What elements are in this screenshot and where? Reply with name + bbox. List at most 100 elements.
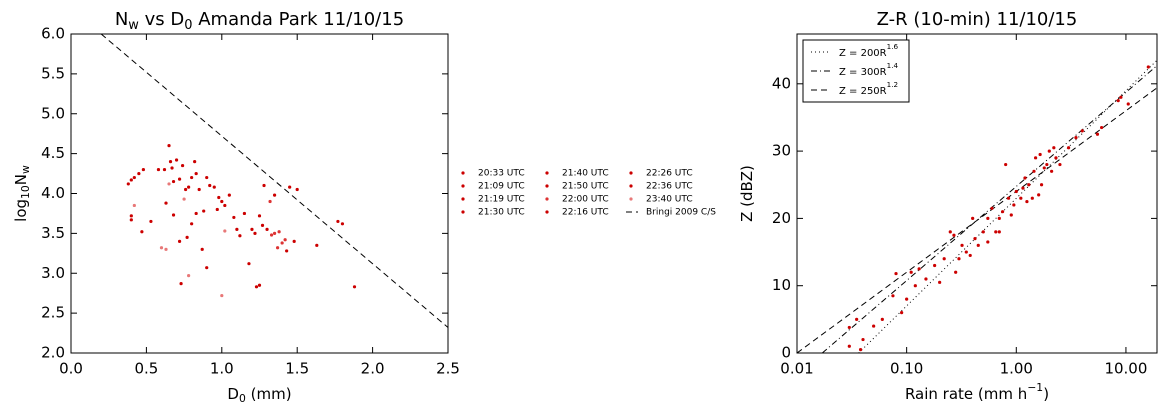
point bbox=[190, 175, 194, 180]
point bbox=[957, 257, 961, 261]
point bbox=[924, 277, 928, 281]
point bbox=[280, 241, 284, 245]
point bbox=[295, 187, 299, 192]
x-tick-label: 0.01 bbox=[780, 360, 813, 378]
line bbox=[797, 87, 1157, 353]
point bbox=[948, 230, 952, 234]
point bbox=[1116, 99, 1120, 103]
point bbox=[1032, 169, 1036, 173]
point bbox=[177, 177, 182, 181]
point bbox=[1006, 196, 1011, 200]
x-axis-label-part: ) bbox=[1043, 385, 1049, 403]
axes-frame bbox=[796, 33, 1158, 354]
point bbox=[257, 214, 262, 218]
point bbox=[187, 274, 191, 278]
x-tick-label: 1.0 bbox=[210, 360, 234, 378]
point bbox=[257, 283, 262, 287]
point bbox=[1038, 152, 1042, 157]
point bbox=[913, 284, 917, 288]
point bbox=[164, 247, 168, 251]
point bbox=[164, 201, 168, 205]
legend-label: 22:26 UTC bbox=[646, 169, 693, 179]
point bbox=[238, 234, 242, 238]
point bbox=[315, 243, 319, 247]
point bbox=[190, 222, 194, 226]
point bbox=[952, 233, 956, 237]
point bbox=[272, 231, 277, 235]
legend-label: Z = 200R1.6 bbox=[839, 42, 898, 59]
y-tick-label: 6.0 bbox=[41, 25, 65, 43]
y-tick-label: 0 bbox=[781, 344, 791, 362]
point bbox=[1004, 162, 1008, 167]
x-axis-label-part: Rain rate (mm h bbox=[905, 385, 1027, 403]
y-axis-label-part: Z (dBZ) bbox=[738, 165, 756, 222]
point bbox=[990, 206, 994, 210]
point bbox=[917, 267, 921, 271]
x-axis-label-part: 0 bbox=[239, 392, 246, 405]
point bbox=[132, 175, 136, 180]
line bbox=[100, 34, 448, 328]
x-tick-label: 1.5 bbox=[285, 360, 309, 378]
point bbox=[220, 293, 224, 298]
point bbox=[208, 183, 212, 188]
y-tick-label: 4.5 bbox=[41, 144, 65, 162]
point bbox=[994, 230, 998, 234]
point bbox=[205, 266, 209, 270]
point bbox=[193, 160, 197, 164]
point bbox=[933, 263, 937, 268]
point bbox=[159, 246, 164, 250]
point bbox=[205, 175, 209, 180]
legend-label-part: 1.2 bbox=[887, 80, 898, 89]
point bbox=[986, 216, 990, 221]
point bbox=[976, 243, 980, 247]
point bbox=[340, 222, 345, 226]
point bbox=[1050, 169, 1054, 173]
legend-label-part: Z = 250R bbox=[839, 86, 887, 97]
point bbox=[215, 207, 219, 212]
point bbox=[960, 243, 964, 247]
x-tick-label: 2.5 bbox=[436, 360, 460, 378]
point bbox=[858, 348, 863, 352]
point bbox=[285, 249, 289, 253]
point bbox=[171, 213, 176, 217]
point bbox=[269, 233, 274, 237]
point bbox=[247, 262, 251, 266]
y-tick-label: 3.0 bbox=[41, 264, 65, 282]
y-axis-label-group: log10Nw bbox=[12, 165, 33, 222]
x-axis-label-part: D bbox=[227, 385, 239, 403]
line bbox=[821, 65, 1157, 353]
point bbox=[223, 203, 227, 208]
point bbox=[141, 167, 145, 172]
point bbox=[253, 231, 257, 235]
y-axis-label-part: N bbox=[12, 174, 30, 185]
x-tick-label: 10.00 bbox=[1104, 360, 1147, 378]
x-axis-label: D0 (mm) bbox=[227, 385, 291, 406]
y-axis-label-part: 10 bbox=[19, 185, 32, 199]
point bbox=[223, 229, 227, 233]
point bbox=[938, 280, 942, 284]
chart-title-part: 0 bbox=[184, 18, 192, 33]
point bbox=[861, 337, 865, 342]
y-axis-label-part: log bbox=[12, 199, 30, 222]
y-axis-label-part: w bbox=[19, 165, 32, 174]
point bbox=[905, 297, 909, 301]
point bbox=[180, 163, 185, 168]
point bbox=[1074, 136, 1078, 140]
axes-frame bbox=[70, 33, 449, 354]
legend-label: 20:33 UTC bbox=[478, 169, 525, 179]
point bbox=[174, 158, 179, 162]
y-tick-label: 30 bbox=[772, 142, 791, 160]
point bbox=[1052, 146, 1056, 150]
point bbox=[184, 187, 188, 192]
point bbox=[167, 144, 171, 148]
point bbox=[971, 216, 975, 221]
point bbox=[872, 324, 876, 328]
line bbox=[858, 59, 1157, 353]
point bbox=[1014, 189, 1018, 194]
point bbox=[1030, 196, 1034, 200]
y-tick-label: 5.0 bbox=[41, 104, 65, 122]
y-axis-label: log10Nw bbox=[12, 165, 33, 222]
point bbox=[129, 214, 133, 218]
legend-label: Z = 300R1.4 bbox=[839, 61, 898, 78]
legend-label: 21:50 UTC bbox=[562, 182, 609, 192]
